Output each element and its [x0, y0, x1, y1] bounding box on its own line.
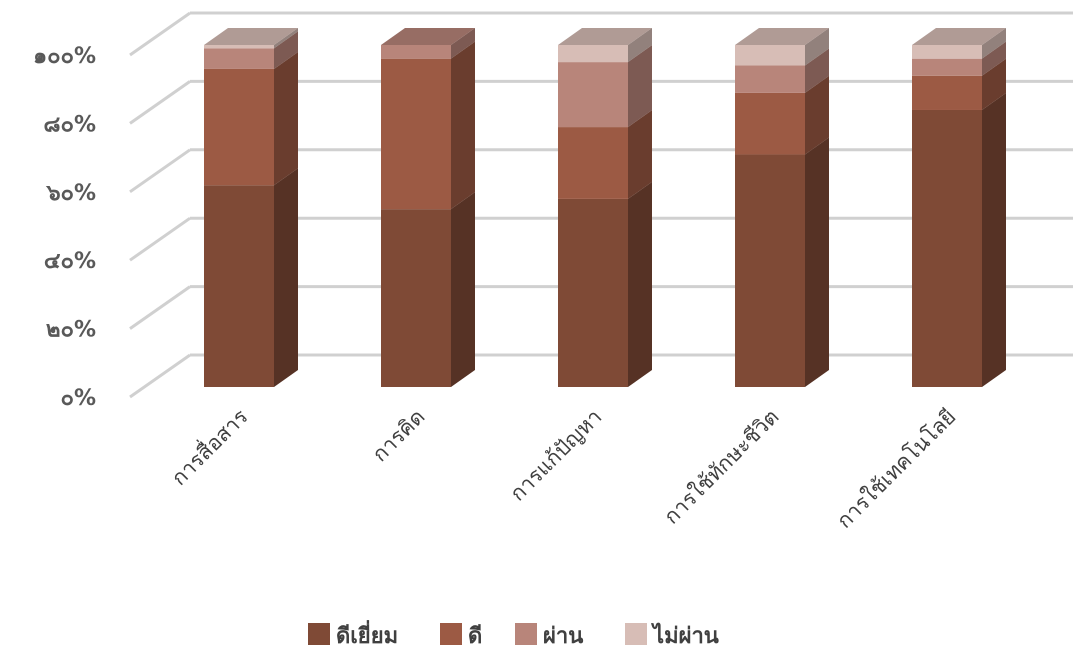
legend-item: ไม่ผ่าน — [625, 622, 719, 649]
x-category-label: การใช้ทักษะชีวิต — [659, 405, 783, 529]
bar-segment — [912, 41, 1006, 76]
y-tick-label: ๑๐๐% — [33, 44, 96, 69]
legend-item: ดี — [440, 623, 482, 649]
bar-stack — [381, 28, 475, 387]
bar-stack — [204, 28, 298, 387]
y-tick-label: ๐% — [61, 386, 96, 411]
bar-top — [735, 28, 829, 45]
bar-segment — [381, 41, 475, 210]
legend-label: ดี — [468, 624, 482, 649]
legend-swatch — [625, 623, 647, 645]
y-axis-ticks: ๐% ๒๐% ๔๐% ๖๐% ๘๐% ๑๐๐% — [33, 44, 96, 411]
bar-segment — [381, 192, 475, 387]
bar-stack — [735, 28, 829, 387]
bar-top — [558, 28, 652, 45]
bar-segment — [558, 45, 652, 128]
gridline — [129, 11, 1073, 57]
legend-swatch — [515, 623, 537, 645]
x-axis-categories: การสื่อสาร การคิด การแก้ปัญหา การใช้ทักษะชี… — [165, 402, 961, 532]
bar-top — [912, 28, 1006, 45]
bar-segment — [912, 58, 1006, 110]
legend-label: ผ่าน — [543, 624, 583, 649]
bar-segment — [381, 28, 475, 59]
bar-segment — [558, 181, 652, 387]
y-tick-label: ๔๐% — [44, 249, 96, 274]
legend-swatch — [440, 623, 462, 645]
bar-segment — [204, 51, 298, 186]
x-category-label: การแก้ปัญหา — [505, 405, 606, 506]
legend-item: ดีเยี่ยม — [308, 619, 398, 649]
x-category-label: การใช้เทคโนโลยี — [832, 405, 960, 533]
legend: ดีเยี่ยม ดี ผ่าน ไม่ผ่าน — [308, 619, 719, 649]
y-tick-label: ๘๐% — [44, 112, 96, 137]
bar-segment — [204, 168, 298, 387]
legend-label: ไม่ผ่าน — [651, 622, 719, 649]
bar-segment — [735, 28, 829, 66]
bar-stack — [558, 28, 652, 387]
bar-top — [381, 28, 475, 45]
y-tick-label: ๖๐% — [46, 181, 96, 206]
bar-segment — [204, 28, 298, 49]
bar-segment — [735, 48, 829, 93]
bar-segment — [558, 110, 652, 199]
bar-segment — [735, 137, 829, 387]
y-tick-label: ๒๐% — [46, 318, 96, 343]
legend-swatch — [308, 623, 330, 645]
bar-segment — [204, 31, 298, 69]
legend-item: ผ่าน — [515, 623, 583, 649]
bar-segment — [912, 28, 1006, 59]
bar-top — [204, 28, 298, 45]
legend-label: ดีเยี่ยม — [336, 619, 398, 649]
bar-stack — [912, 28, 1006, 387]
bar-segment — [912, 92, 1006, 387]
bar-segment — [558, 28, 652, 63]
x-category-label: การสื่อสาร — [165, 402, 253, 490]
bar-segment — [735, 75, 829, 155]
bar-layer — [204, 28, 1006, 387]
x-category-label: การคิด — [368, 405, 430, 467]
